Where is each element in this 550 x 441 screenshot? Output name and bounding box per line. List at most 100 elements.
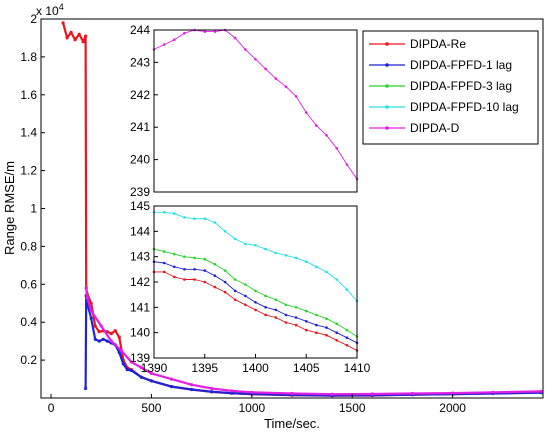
inset-bottom-series-1-point [254,301,257,304]
inset-bottom-series-1-point [233,289,237,293]
main-x-tick-label: 1000 [238,401,265,415]
main-series-4-point [149,371,153,375]
inset-bottom-series-1-point [193,268,196,271]
inset-bottom-series-2-point [315,313,318,317]
main-series-4-point [290,391,294,396]
inset-top-series-0-point [325,134,328,137]
main-y-tick-label: 2 [30,12,37,26]
y-axis-label: Range RMSE/m [2,161,17,255]
inset-bottom-series-1-point [203,269,207,272]
inset-bottom-series-0-point [294,323,298,327]
inset-bottom-x-ticks: 1390 1395 1400 1405 1410 [141,354,371,375]
inset-top-series-0-point [305,111,308,114]
inset-bottom-series-2-point [305,309,308,313]
inset-bottom-x-tick-label: 1405 [293,361,320,375]
inset-bottom-series-1-point [274,308,278,312]
inset-top-series-0-point [264,67,267,71]
inset-bottom-y-tick-label: 142 [130,275,150,289]
inset-top-y-tick-label: 244 [130,23,150,37]
main-plot: 0 500 1000 1500 2000 0.2 0.4 0.6 0.8 1 1.2 1.4 1.6 1… [2,2,544,431]
inset-bottom-series-0-point [173,275,176,279]
inset-bottom-x-tick-label: 1400 [242,361,269,375]
main-series-1-point [97,339,101,343]
legend-marker-2 [385,84,389,88]
main-series-1-point [84,386,88,391]
main-series-4-point [410,391,415,396]
inset-bottom-series-2-point [244,283,247,286]
inset-bottom-series-2-point [213,263,217,266]
inset-bottom-series-0-point [325,333,328,337]
main-series-4-point [250,390,254,394]
main-series-1-point [129,368,133,373]
inset-top-frame [153,29,358,193]
main-x-tick-label: 1500 [339,401,366,415]
inset-top-series-0-point [254,57,257,61]
main-series-1-point [190,387,194,392]
main-series-4-point [190,383,194,387]
inset-bottom-series-1-point [264,306,267,309]
legend-marker-3 [385,105,389,109]
inset-bottom-series-2-point [294,306,298,309]
inset-bottom-series-2-point [264,294,267,298]
inset-top-plot: 239 240 241 242 243 244 [130,23,359,199]
main-series-1-point [117,350,121,355]
inset-top-series-0-point [345,163,349,166]
legend-label-3: DIPDA-FPFD-10 lag [410,100,519,114]
inset-bottom-series-0-point [233,298,237,302]
inset-bottom-series-0-point [284,321,288,324]
main-series-4-point [491,390,495,394]
inset-bottom-series-1-point [223,280,227,284]
inset-bottom-series-3-point [274,251,278,255]
inset-bottom-series-0-point [223,290,227,294]
inset-top-series-0-point [315,124,318,127]
legend-label-1: DIPDA-FPFD-1 lag [410,58,512,72]
inset-bottom-series-3-point [223,230,227,233]
inset-bottom-series-3-point [254,244,257,247]
inset-bottom-series-2-point [254,289,257,293]
inset-bottom-series-1-point [315,323,318,327]
inset-bottom-series-0-point [305,328,308,332]
inset-bottom-series-1-point [173,265,176,269]
inset-bottom-series-3-point [345,288,349,291]
inset-bottom-series-2-point [284,303,288,307]
inset-bottom-series-1-point [284,313,288,317]
inset-bottom-series-1-point [294,316,298,319]
inset-bottom-series-2-point [183,255,186,258]
inset-top-y-tick-label: 243 [130,55,150,69]
inset-top-y-tick-label: 242 [130,88,150,102]
main-series-1-point [149,379,153,383]
legend-marker-4 [385,126,389,130]
inset-bottom-series-3-point [183,216,186,219]
inset-top-series-0-point [335,147,339,150]
inset-top-series-0-point [233,36,237,40]
main-x-tick-label: 0 [48,401,55,415]
main-series-0-point [65,36,69,40]
main-series-1-point [89,316,93,320]
main-y-tick-label: 1.2 [20,164,37,178]
main-series-0-point [81,40,85,44]
inset-bottom-series-3-point [203,217,207,220]
inset-bottom-y-tick-label: 145 [130,199,150,213]
inset-bottom-series-2-point [203,257,207,261]
main-y-tick-label: 0.6 [20,277,37,291]
inset-bottom-series-2-point [193,256,196,260]
inset-bottom-series-3-point [244,242,247,246]
main-series-1-point [101,337,105,341]
inset-top-series-0-point [274,77,278,80]
main-y-tick-label: 1.8 [20,50,37,64]
inset-bottom-series-2-point [335,322,339,326]
inset-bottom-series-3-point [193,217,196,220]
inset-bottom-background [154,206,357,358]
main-y-tick-label: 0.2 [20,353,37,367]
main-y-tick-label: 0.4 [20,315,37,329]
main-series-4-point [370,392,374,396]
inset-bottom-series-2-point [345,328,349,332]
inset-top-series-0-point [213,30,217,33]
main-series-0-point [117,335,121,339]
inset-top-y-ticks: 239 240 241 242 243 244 [130,23,158,199]
inset-bottom-series-3-point [233,237,237,241]
legend-label-2: DIPDA-FPFD-3 lag [410,79,512,93]
inset-bottom-series-1-point [325,326,328,329]
inset-bottom-series-0-point [274,316,278,319]
inset-bottom-series-3-point [264,247,267,251]
